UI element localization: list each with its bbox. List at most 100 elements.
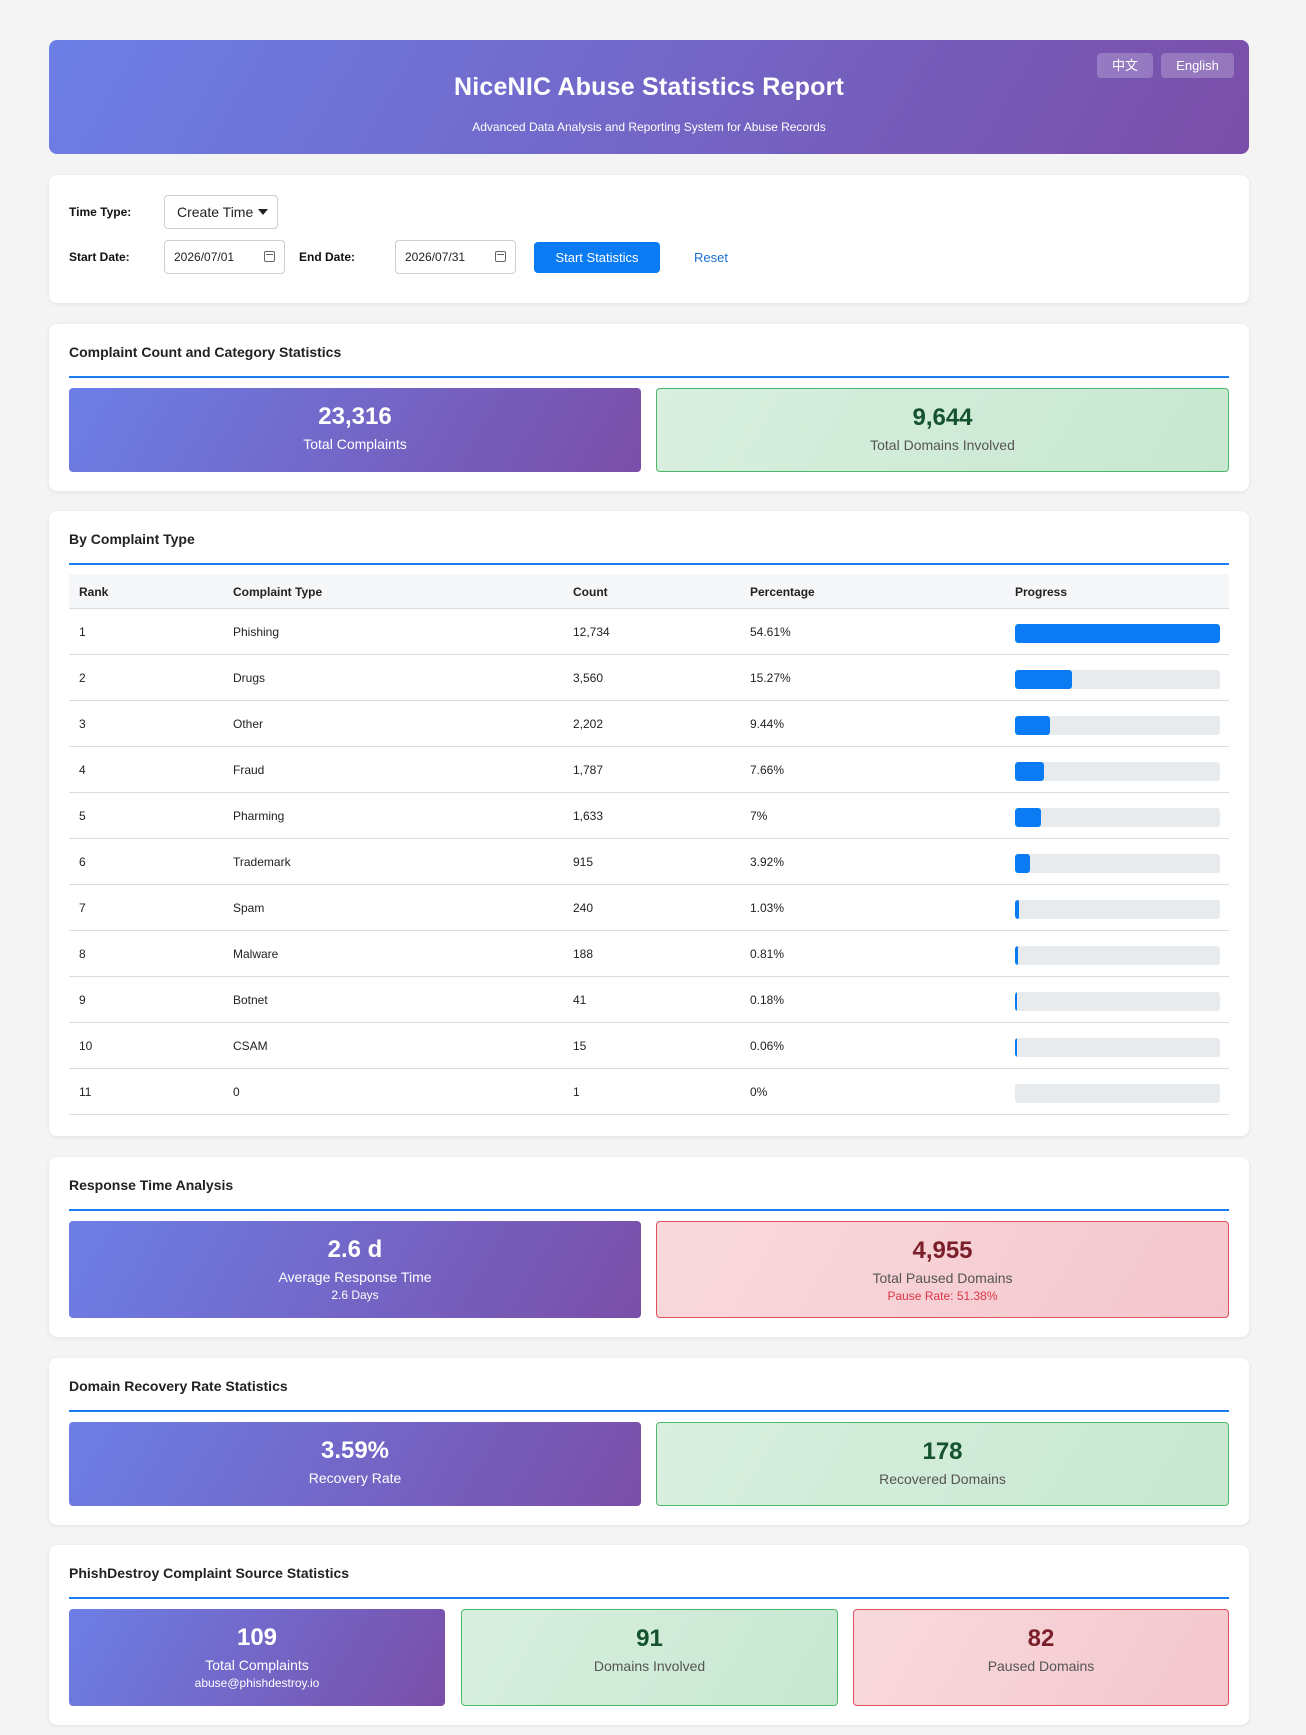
- progress-bar: [1015, 992, 1220, 1011]
- section-title: By Complaint Type: [69, 531, 1229, 565]
- rank-cell: 8: [79, 947, 86, 961]
- progress-fill: [1015, 808, 1042, 827]
- progress-fill: [1015, 716, 1051, 735]
- section-title: Complaint Count and Category Statistics: [69, 344, 1229, 378]
- complaint-type-cell: Malware: [233, 947, 279, 961]
- average-response-card: 2.6 d Average Response Time 2.6 Days: [69, 1221, 641, 1318]
- column-header: Rank: [79, 585, 109, 599]
- complaint-type-cell: Fraud: [233, 763, 265, 777]
- progress-fill: [1015, 670, 1073, 689]
- page-subtitle: Advanced Data Analysis and Reporting Sys…: [472, 120, 826, 134]
- count-cell: 240: [573, 901, 594, 915]
- language-english-button[interactable]: English: [1161, 53, 1234, 78]
- page-title: NiceNIC Abuse Statistics Report: [453, 73, 845, 101]
- stat-label: Total Complaints: [303, 436, 407, 452]
- section-title: Response Time Analysis: [69, 1177, 1229, 1211]
- percentage-cell: 9.44%: [750, 717, 785, 731]
- table-row: 11 0 1 0%: [69, 1069, 1229, 1115]
- complaint-stats-panel: Complaint Count and Category Statistics …: [49, 324, 1249, 491]
- section-title: PhishDestroy Complaint Source Statistics: [69, 1565, 1229, 1599]
- start-statistics-button[interactable]: Start Statistics: [534, 242, 660, 273]
- percentage-cell: 7%: [750, 809, 768, 823]
- count-cell: 15: [573, 1039, 587, 1053]
- count-cell: 2,202: [573, 717, 604, 731]
- progress-bar: [1015, 670, 1220, 689]
- rank-cell: 5: [79, 809, 86, 823]
- stat-value: 82: [1027, 1625, 1055, 1652]
- stat-subtext: 2.6 Days: [331, 1288, 379, 1302]
- table-row: 10 CSAM 15 0.06%: [69, 1023, 1229, 1069]
- language-chinese-button[interactable]: 中文: [1097, 53, 1153, 78]
- percentage-cell: 3.92%: [750, 855, 785, 869]
- stat-label: Recovered Domains: [879, 1471, 1006, 1487]
- complaint-type-table: Rank Complaint Type Count Percentage Pro…: [69, 574, 1229, 1115]
- stat-subtext: abuse@phishdestroy.io: [194, 1676, 320, 1690]
- progress-fill: [1015, 900, 1019, 919]
- count-cell: 3,560: [573, 671, 604, 685]
- progress-fill: [1015, 1038, 1018, 1057]
- percentage-cell: 15.27%: [750, 671, 791, 685]
- complaint-type-cell: 0: [233, 1085, 240, 1099]
- start-date-value: 2026/07/01: [174, 250, 235, 264]
- start-date-label: Start Date:: [69, 250, 130, 264]
- count-cell: 1,633: [573, 809, 604, 823]
- progress-bar: [1015, 946, 1220, 965]
- paused-domains-card: 4,955 Total Paused Domains Pause Rate: 5…: [656, 1221, 1229, 1318]
- progress-fill: [1015, 854, 1030, 873]
- progress-bar: [1015, 900, 1220, 919]
- rank-cell: 7: [79, 901, 86, 915]
- report-header: NiceNIC Abuse Statistics Report Advanced…: [49, 40, 1249, 154]
- phishdestroy-complaints-card: 109 Total Complaints abuse@phishdestroy.…: [69, 1609, 445, 1706]
- percentage-cell: 54.61%: [750, 625, 791, 639]
- stat-value: 91: [636, 1625, 663, 1652]
- complaint-type-cell: Other: [233, 717, 264, 731]
- stat-value: 3.59%: [320, 1437, 390, 1464]
- percentage-cell: 0.81%: [750, 947, 785, 961]
- complaint-type-panel: By Complaint Type Rank Complaint Type Co…: [49, 511, 1249, 1136]
- calendar-icon[interactable]: [495, 251, 506, 262]
- table-row: 8 Malware 188 0.81%: [69, 931, 1229, 977]
- table-row: 6 Trademark 915 3.92%: [69, 839, 1229, 885]
- stat-label: Paused Domains: [987, 1658, 1095, 1674]
- end-date-label: End Date:: [299, 250, 356, 264]
- rank-cell: 2: [79, 671, 86, 685]
- stat-label: Total Paused Domains: [872, 1270, 1013, 1286]
- rank-cell: 4: [79, 763, 86, 777]
- stat-label: Average Response Time: [278, 1269, 432, 1285]
- recovered-domains-card: 178 Recovered Domains: [656, 1422, 1229, 1506]
- rank-cell: 6: [79, 855, 86, 869]
- table-row: 9 Botnet 41 0.18%: [69, 977, 1229, 1023]
- phishdestroy-domains-card: 91 Domains Involved: [461, 1609, 838, 1706]
- stat-label: Total Domains Involved: [870, 437, 1015, 453]
- phishdestroy-paused-card: 82 Paused Domains: [853, 1609, 1229, 1706]
- table-row: 2 Drugs 3,560 15.27%: [69, 655, 1229, 701]
- stat-label: Total Complaints: [205, 1657, 309, 1673]
- column-header: Percentage: [750, 585, 815, 599]
- percentage-cell: 0%: [750, 1085, 768, 1099]
- rank-cell: 1: [79, 625, 86, 639]
- reset-link[interactable]: Reset: [694, 250, 728, 265]
- time-type-value: Create Time: [177, 204, 254, 220]
- filter-panel: Time Type: Create Time Start Date: 2026/…: [49, 175, 1249, 303]
- table-header: Rank Complaint Type Count Percentage Pro…: [69, 574, 1229, 609]
- stat-value: 23,316: [318, 403, 392, 430]
- start-date-input[interactable]: 2026/07/01: [164, 240, 285, 274]
- progress-bar: [1015, 1084, 1220, 1103]
- progress-bar: [1015, 808, 1220, 827]
- end-date-input[interactable]: 2026/07/31: [395, 240, 516, 274]
- table-row: 4 Fraud 1,787 7.66%: [69, 747, 1229, 793]
- count-cell: 915: [573, 855, 594, 869]
- end-date-value: 2026/07/31: [405, 250, 466, 264]
- calendar-icon[interactable]: [264, 251, 275, 262]
- stat-value: 9,644: [912, 404, 973, 431]
- rank-cell: 9: [79, 993, 86, 1007]
- complaint-type-cell: Pharming: [233, 809, 285, 823]
- rank-cell: 11: [79, 1085, 92, 1099]
- total-domains-card: 9,644 Total Domains Involved: [656, 388, 1229, 472]
- complaint-type-cell: Trademark: [233, 855, 291, 869]
- time-type-select[interactable]: Create Time: [164, 195, 278, 229]
- percentage-cell: 1.03%: [750, 901, 785, 915]
- progress-bar: [1015, 716, 1220, 735]
- total-complaints-card: 23,316 Total Complaints: [69, 388, 641, 472]
- response-time-panel: Response Time Analysis 2.6 d Average Res…: [49, 1157, 1249, 1337]
